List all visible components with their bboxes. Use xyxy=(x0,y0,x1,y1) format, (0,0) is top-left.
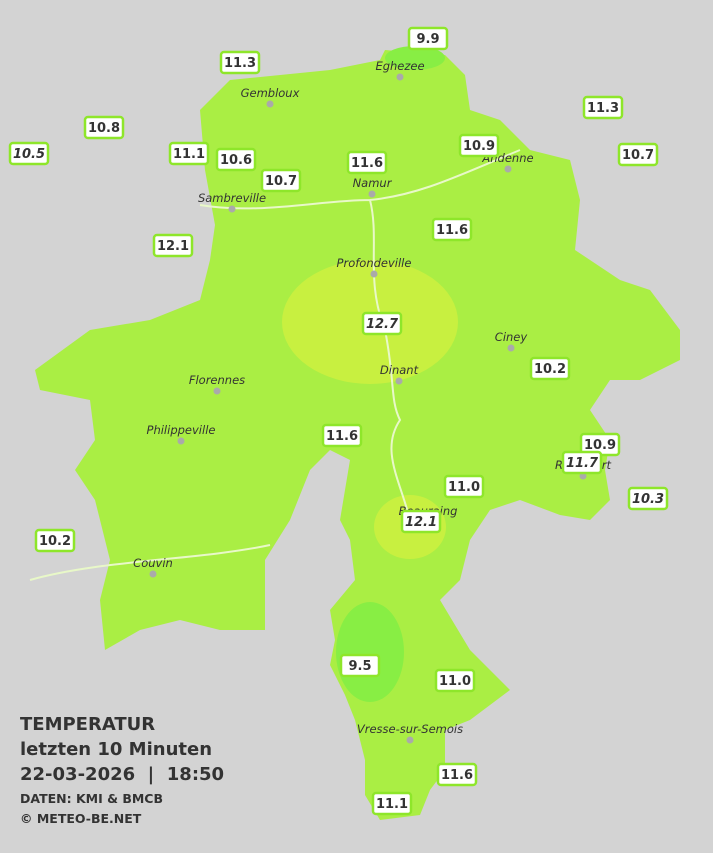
station-box xyxy=(34,528,76,553)
city-dot xyxy=(228,205,236,213)
timestamp: 22-03-2026 | 18:50 xyxy=(20,764,224,785)
station-box xyxy=(8,141,50,166)
city-label: Profondeville xyxy=(337,256,412,270)
river xyxy=(29,149,521,581)
city-dot xyxy=(177,437,185,445)
station-temperature: 12.1 xyxy=(405,515,437,530)
station-box xyxy=(260,168,302,193)
city-dot xyxy=(395,377,403,385)
station-temperature: 10.5 xyxy=(13,147,45,162)
station-box xyxy=(400,509,442,534)
station-temperature: 11.3 xyxy=(224,56,256,71)
station-box xyxy=(346,150,388,175)
station-box xyxy=(83,115,125,140)
station-temperature: 11.1 xyxy=(173,147,205,162)
city-dot xyxy=(507,344,515,352)
station-temperature: 11.3 xyxy=(587,101,619,116)
station-temperature: 11.7 xyxy=(566,456,599,471)
city-dot xyxy=(149,570,157,578)
station-box xyxy=(627,486,669,511)
subtitle: letzten 10 Minuten xyxy=(20,739,212,760)
city-label: Dinant xyxy=(380,363,419,377)
city-label: Eghezee xyxy=(375,59,424,73)
cool-zone xyxy=(336,602,404,702)
city-label: Florennes xyxy=(189,373,245,387)
station-temperature: 10.2 xyxy=(39,534,71,549)
copyright: © METEO-BE.NET xyxy=(20,811,142,826)
station-temperature: 12.7 xyxy=(366,317,399,332)
city-label: Namur xyxy=(353,176,393,190)
station-box xyxy=(371,791,413,816)
station-box xyxy=(219,50,261,75)
station-box xyxy=(168,141,210,166)
station-box xyxy=(431,217,473,242)
cool-zone xyxy=(385,46,445,70)
source: DATEN: KMI & BMCB xyxy=(20,791,163,806)
station-box xyxy=(529,356,571,381)
station-box xyxy=(443,474,485,499)
city-label: Ciney xyxy=(495,330,528,344)
city-dot xyxy=(213,387,221,395)
station-temperature: 11.0 xyxy=(448,480,480,495)
station-box xyxy=(361,311,403,336)
station-temperature: 10.9 xyxy=(584,438,616,453)
station-box xyxy=(152,233,194,258)
city-label: Sambreville xyxy=(198,191,266,205)
city-label: Vresse-sur-Semois xyxy=(357,722,463,736)
station-temperature: 11.6 xyxy=(351,156,383,171)
station-box xyxy=(458,133,500,158)
station-temperature: 12.1 xyxy=(157,239,189,254)
city-label: Couvin xyxy=(133,556,173,570)
city-label: Philippeville xyxy=(147,423,216,437)
station-temperature: 10.7 xyxy=(265,174,297,189)
station-temperature: 10.6 xyxy=(220,153,252,168)
station-box xyxy=(561,450,603,475)
station-temperature: 10.2 xyxy=(534,362,566,377)
station-temperature: 10.9 xyxy=(463,139,495,154)
station-temperature: 10.7 xyxy=(622,148,654,163)
station-temperature: 11.6 xyxy=(436,223,468,238)
station-box xyxy=(407,26,449,51)
station-temperature: 10.8 xyxy=(88,121,120,136)
station-box xyxy=(436,762,478,787)
city-dot xyxy=(504,165,512,173)
station-temperature: 11.6 xyxy=(441,768,473,783)
city-dot xyxy=(370,270,378,278)
city-dot xyxy=(396,73,404,81)
station-temperature: 10.3 xyxy=(632,492,664,507)
station-temperature: 9.9 xyxy=(416,32,439,47)
station-box xyxy=(321,423,363,448)
city-label: Gembloux xyxy=(241,86,300,100)
station-temperature: 9.5 xyxy=(348,659,371,674)
station-box xyxy=(617,142,659,167)
city-dot xyxy=(266,100,274,108)
station-box xyxy=(215,147,257,172)
city-dot xyxy=(406,736,414,744)
station-box xyxy=(582,95,624,120)
city-dot xyxy=(368,190,376,198)
station-temperature: 11.0 xyxy=(439,674,471,689)
station-box xyxy=(339,653,381,678)
title: TEMPERATUR xyxy=(20,714,155,735)
station-temperature: 11.6 xyxy=(326,429,358,444)
station-temperature: 11.1 xyxy=(376,797,408,812)
station-box xyxy=(434,668,476,693)
